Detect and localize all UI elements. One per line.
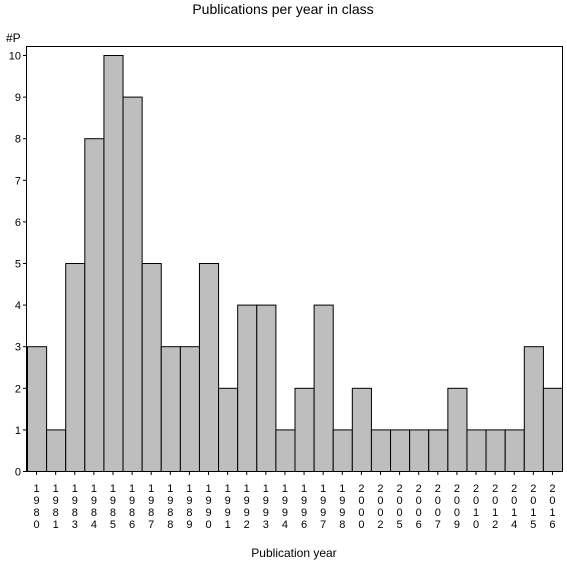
y-tick-label: 0 [15,467,21,479]
bar-2007 [428,429,449,472]
bar-2014 [504,429,525,472]
bar-1981 [46,429,67,472]
bar-1986 [122,96,143,472]
bar-1997 [313,304,334,472]
x-axis-ticks: 1 9 8 0 1 9 8 1 1 9 8 3 1 9 8 4 1 9 8 5 1 9 8 6 1 9 8 7 1 9 8 8 1 9 8 9 1 9 9 0… [33,471,556,531]
bar-1984 [84,138,105,472]
y-axis-label: #P [6,31,21,45]
bar-2000 [351,387,372,472]
bar-2006 [409,429,430,472]
bar-2015 [523,346,544,473]
bar-2010 [466,429,487,472]
bar-1993 [256,304,277,472]
bars-group [27,55,564,473]
bar-1987 [141,263,162,472]
bar-1991 [218,387,239,472]
bar-1985 [103,55,124,472]
bar-1980 [27,346,48,473]
bar-1989 [179,346,200,473]
y-axis-ticks: 0 1 2 3 4 5 6 7 8 9 10 [9,51,27,479]
y-tick-label: 7 [15,175,21,187]
bar-1996 [294,387,315,472]
y-tick-label: 6 [15,217,21,229]
bar-2002 [370,429,392,472]
chart-title: Publications per year in class [192,1,373,17]
x-axis-label: Publication year [251,546,336,560]
bar-2016 [542,387,564,472]
y-tick-label: 1 [15,425,21,437]
bar-1992 [237,304,258,472]
plot-frame [26,46,563,472]
y-tick-label: 3 [15,342,21,354]
y-tick-label: 10 [9,51,21,63]
y-tick-label: 4 [15,300,21,312]
bar-1988 [160,346,181,473]
bar-2005 [390,429,411,472]
bar-2012 [485,429,506,472]
bar-2009 [447,387,468,472]
y-tick-label: 2 [15,383,21,395]
bar-1983 [65,263,86,472]
bar-1994 [275,429,296,472]
y-tick-label: 9 [15,92,21,104]
bar-1998 [332,429,353,472]
bar-1990 [198,263,220,472]
y-tick-label: 5 [15,259,21,271]
y-tick-label: 8 [15,134,21,146]
